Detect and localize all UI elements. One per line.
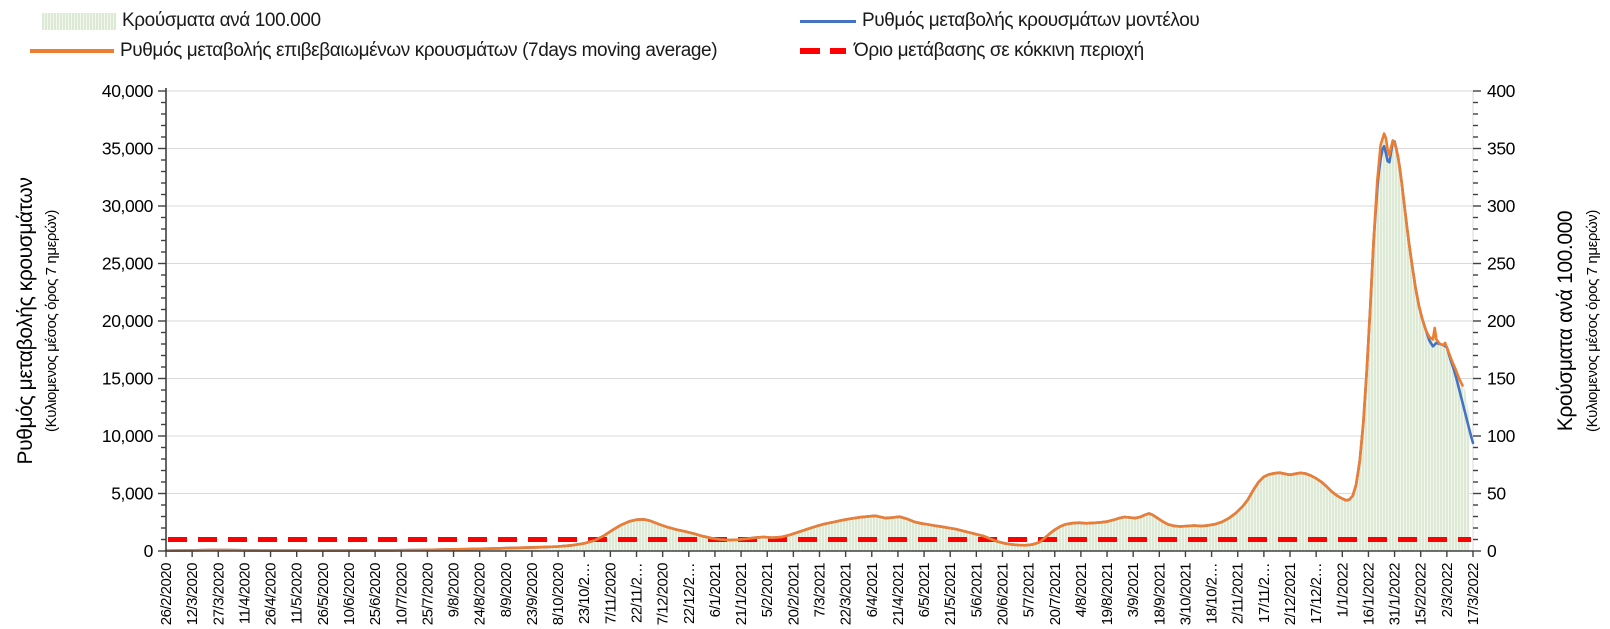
x-axis-tick-label: 21/5/2021 — [942, 563, 959, 625]
x-axis-tick-label: 20/2/2021 — [785, 563, 802, 625]
x-axis-tick-label: 21/4/2021 — [890, 563, 907, 625]
x-axis-tick-label: 5/2/2021 — [759, 563, 776, 618]
x-axis-tick-label: 25/6/2020 — [367, 563, 384, 625]
x-axis-tick-label: 17/12/2… — [1308, 563, 1325, 624]
x-axis-tick-label: 5/7/2021 — [1021, 563, 1038, 618]
x-axis-tick-label: 6/4/2021 — [864, 563, 881, 618]
x-axis-tick-label: 22/11/2… — [629, 563, 646, 623]
x-axis-tick-label: 17/11/2… — [1256, 563, 1273, 623]
x-axis-tick-label: 8/9/2020 — [498, 563, 515, 618]
x-axis-tick-label: 25/7/2020 — [419, 563, 436, 625]
x-axis-tick-label: 7/11/2020 — [602, 563, 619, 624]
x-axis-tick-label: 3/9/2021 — [1125, 563, 1142, 618]
x-axis-tick-label: 26/2/2020 — [158, 563, 175, 625]
x-axis-tick-label: 15/2/2022 — [1413, 563, 1430, 625]
right-axis-tick-label: 250 — [1487, 254, 1516, 274]
x-axis-tick-label: 9/8/2020 — [446, 563, 463, 618]
x-axis-tick-label: 2/12/2021 — [1282, 563, 1299, 625]
legend-item-threshold-line: Όριο μετάβασης σε κόκκινη περιοχή — [800, 39, 1144, 63]
x-axis-tick-label: 11/4/2020 — [236, 563, 253, 624]
left-axis-tick-label: 5,000 — [111, 484, 153, 504]
x-axis-tick-label: 20/7/2021 — [1047, 563, 1064, 625]
left-axis-tick-label: 25,000 — [102, 254, 154, 274]
x-axis-tick-label: 11/5/2020 — [289, 563, 306, 624]
left-axis-tick-label: 35,000 — [102, 139, 154, 159]
x-axis-tick-label: 6/1/2021 — [707, 563, 724, 618]
x-axis-tick-label: 6/5/2021 — [916, 563, 933, 618]
x-axis-tick-label: 2/11/2021 — [1230, 563, 1247, 624]
x-axis-tick-label: 26/5/2020 — [315, 563, 332, 625]
x-axis-tick-label: 5/6/2021 — [968, 563, 985, 618]
x-axis-tick-label: 23/10/2… — [576, 563, 593, 624]
x-axis-tick-label: 7/3/2021 — [812, 563, 829, 618]
left-axis-subtitle: (Κυλιομενος μέσος όρος 7 ημερών) — [43, 210, 60, 432]
right-axis-tick-label: 0 — [1487, 541, 1497, 561]
left-axis-tick-label: 30,000 — [102, 196, 154, 216]
cases-per-100k-area — [166, 133, 1470, 551]
right-axis-tick-label: 50 — [1487, 484, 1506, 504]
right-axis-tick-label: 400 — [1487, 81, 1516, 101]
x-axis-tick-label: 21/1/2021 — [733, 563, 750, 625]
x-axis-tick-label: 19/8/2021 — [1099, 563, 1116, 625]
left-axis-tick-label: 20,000 — [102, 311, 154, 331]
x-axis-tick-label: 24/8/2020 — [472, 563, 489, 625]
x-axis-tick-label: 10/7/2020 — [393, 563, 410, 625]
x-axis-tick-label: 4/8/2021 — [1073, 563, 1090, 618]
x-axis-tick-label: 27/3/2020 — [210, 563, 227, 625]
x-axis-tick-label: 22/3/2021 — [838, 563, 855, 625]
x-axis-tick-label: 23/9/2020 — [524, 563, 541, 625]
legend-item-model-line: Ρυθμός μεταβολής κρουσμάτων μοντέλου — [800, 9, 1200, 33]
legend-item-cases-area: Κρούσματα ανά 100.000 — [42, 9, 321, 33]
x-axis-tick-label: 26/4/2020 — [263, 563, 280, 625]
x-axis-tick-label: 22/12/2… — [681, 563, 698, 624]
orange-line-swatch — [30, 49, 114, 53]
x-axis-tick-label: 8/10/2020 — [550, 563, 567, 625]
right-axis-tick-label: 100 — [1487, 426, 1516, 446]
left-axis-tick-label: 15,000 — [102, 369, 154, 389]
green-area-swatch — [42, 12, 116, 30]
x-axis-tick-label: 16/1/2022 — [1360, 563, 1377, 625]
left-axis-tick-label: 0 — [144, 541, 154, 561]
x-axis-tick-label: 12/3/2020 — [184, 563, 201, 625]
blue-line-swatch — [800, 19, 856, 23]
x-axis-tick-label: 18/10/2… — [1204, 563, 1221, 624]
legend-item-confirmed-line: Ρυθμός μεταβολής επιβεβαιωμένων κρουσμάτ… — [30, 39, 718, 63]
legend-label-confirmed-line: Ρυθμός μεταβολής επιβεβαιωμένων κρουσμάτ… — [120, 40, 718, 61]
x-axis-tick-label: 20/6/2021 — [994, 563, 1011, 625]
legend-label-model-line: Ρυθμός μεταβολής κρουσμάτων μοντέλου — [862, 10, 1200, 31]
red-dashed-swatch — [800, 48, 846, 54]
right-axis-subtitle: (Κυλιομενος μέσος όρος 7 ημερών) — [1584, 210, 1601, 432]
right-axis-tick-label: 350 — [1487, 139, 1516, 159]
right-axis-title: Κρούσματα ανά 100.000 — [1554, 211, 1577, 431]
left-axis-title: Ρυθμός μεταβολής κρουσμάτων — [14, 178, 37, 465]
x-axis-tick-label: 10/6/2020 — [341, 563, 358, 625]
legend-label-threshold-line: Όριο μετάβασης σε κόκκινη περιοχή — [854, 40, 1144, 61]
x-axis-tick-label: 17/3/2022 — [1465, 563, 1482, 625]
left-axis-tick-label: 10,000 — [102, 426, 154, 446]
x-axis-tick-label: 3/10/2021 — [1177, 563, 1194, 625]
x-axis-tick-label: 1/1/2022 — [1334, 563, 1351, 618]
right-axis-tick-label: 150 — [1487, 369, 1516, 389]
right-axis-tick-label: 200 — [1487, 311, 1516, 331]
left-axis-tick-label: 40,000 — [102, 81, 154, 101]
legend-label-cases-area: Κρούσματα ανά 100.000 — [122, 10, 321, 31]
x-axis-tick-label: 31/1/2022 — [1387, 563, 1404, 625]
x-axis-tick-label: 7/12/2020 — [655, 563, 672, 625]
right-axis-tick-label: 300 — [1487, 196, 1516, 216]
x-axis-tick-label: 18/9/2021 — [1151, 563, 1168, 625]
x-axis-tick-label: 2/3/2022 — [1439, 563, 1456, 618]
confirmed-rate-line — [164, 132, 1464, 552]
